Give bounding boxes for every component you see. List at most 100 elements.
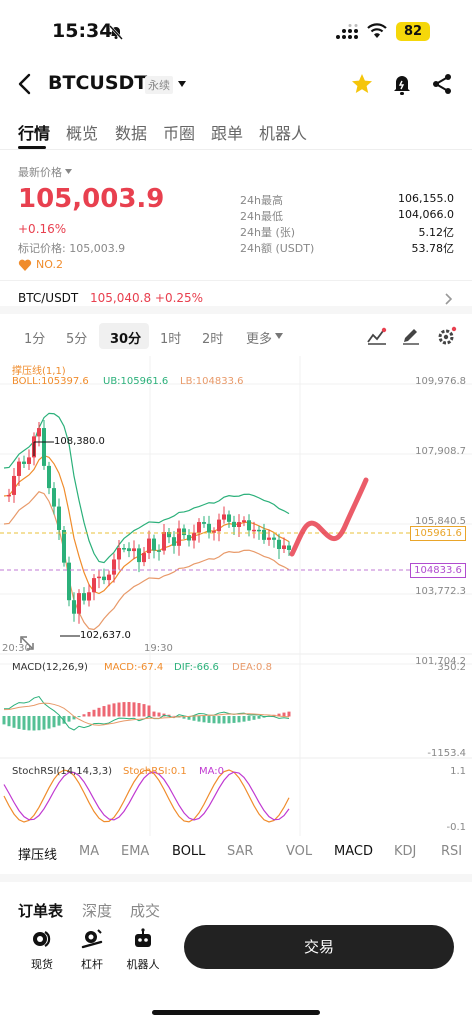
price-change-percent: +0.16% — [18, 222, 67, 236]
tab-overview[interactable]: 概览 — [66, 124, 99, 143]
candle-body — [47, 465, 51, 489]
status-bar: 15:34 82 — [0, 0, 472, 64]
stat-label-high: 24h最高 — [240, 194, 283, 207]
macd-histogram-bar — [282, 712, 286, 717]
star-icon[interactable] — [350, 72, 374, 96]
macd-histogram-bar — [257, 716, 261, 719]
expand-chart-icon[interactable] — [18, 634, 36, 652]
pair-title[interactable]: BTCUSDT — [48, 72, 148, 94]
indicator-rsi[interactable]: RSI — [441, 844, 463, 859]
candle-body — [172, 537, 176, 546]
bottom-spot-button[interactable]: 现货 — [22, 928, 62, 972]
stat-label-low: 24h最低 — [240, 210, 283, 223]
candle-body — [117, 548, 121, 560]
macd-histogram-bar — [67, 716, 71, 722]
candle-body — [227, 514, 231, 522]
dea-value: DEA:0.8 — [232, 662, 272, 673]
draw-pencil-icon[interactable] — [401, 327, 421, 345]
tab-copy-trade[interactable]: 跟单 — [211, 124, 244, 143]
x-tick-2: 19:30 — [144, 643, 173, 654]
tab-bots[interactable]: 机器人 — [259, 124, 308, 143]
interval-more[interactable]: 更多 — [246, 332, 273, 347]
price-summary: 最新价格 105,003.9 +0.16% 标记价格: 105,003.9 NO… — [0, 160, 472, 280]
macd-histogram-bar — [252, 716, 256, 720]
candlestick-chart[interactable] — [0, 356, 472, 836]
price-alert-icon[interactable] — [391, 72, 413, 96]
macd-histogram-bar — [217, 716, 221, 724]
caret-down-icon[interactable] — [65, 169, 72, 174]
interval-1m[interactable]: 1分 — [24, 332, 46, 347]
candle-body — [177, 528, 181, 546]
macd-histogram-bar — [172, 715, 176, 717]
indicator-macd[interactable]: MACD — [334, 844, 373, 859]
macd-histogram-bar — [112, 703, 116, 717]
stat-value-low: 104,066.0 — [398, 208, 454, 221]
macd-histogram-bar — [202, 716, 206, 723]
indicator-boll[interactable]: BOLL — [172, 844, 206, 859]
stat-value-volume: 5.12亿 — [418, 226, 455, 239]
candle-body — [62, 530, 66, 563]
tab-trades[interactable]: 成交 — [130, 902, 161, 920]
bottom-bot-button[interactable]: 机器人 — [123, 928, 163, 972]
indicator-ema[interactable]: EMA — [121, 844, 150, 859]
candle-body — [127, 548, 131, 552]
candle-body — [232, 521, 236, 527]
macd-histogram-bar — [22, 716, 26, 730]
last-price-label[interactable]: 最新价格 — [18, 166, 62, 179]
interval-selector: 1分 5分 30分 1时 2时 更多 — [0, 320, 472, 352]
macd-histogram-bar — [7, 716, 11, 727]
chevron-right-icon — [445, 293, 452, 305]
trade-button[interactable]: 交易 — [184, 925, 454, 969]
indicator-icon[interactable] — [367, 327, 387, 345]
interval-5m[interactable]: 5分 — [66, 332, 88, 347]
indicator-sar[interactable]: SAR — [227, 844, 254, 859]
interval-30m[interactable]: 30分 — [110, 332, 142, 347]
active-interval-background — [99, 323, 149, 349]
tab-data[interactable]: 数据 — [115, 124, 148, 143]
macd-histogram-bar — [47, 716, 51, 729]
upper-price-tag: 105961.6 — [410, 526, 466, 541]
macd-histogram-bar — [122, 702, 126, 717]
rank-badge[interactable]: NO.2 — [36, 258, 63, 271]
stochrsi-y-bottom: -0.1 — [446, 822, 466, 833]
interval-2h[interactable]: 2时 — [202, 332, 224, 347]
contract-type-tag: 永续 — [145, 76, 173, 94]
stat-label-turnover: 24h额 (USDT) — [240, 242, 315, 255]
tab-depth[interactable]: 深度 — [82, 902, 113, 920]
orderbook-tabs: 订单表 深度 成交 — [0, 896, 472, 922]
macd-histogram-bar — [2, 716, 6, 725]
macd-histogram-bar — [107, 704, 111, 717]
macd-histogram-bar — [17, 716, 21, 729]
macd-histogram-bar — [32, 716, 36, 731]
spot-reference-row[interactable]: BTC/USDT 105,040.8 +0.25% — [0, 280, 472, 314]
chart-settings-gear-icon[interactable] — [437, 326, 457, 346]
indicator-kdj[interactable]: KDJ — [394, 844, 417, 859]
candle-body — [187, 535, 191, 541]
bottom-margin-button[interactable]: 杠杆 — [72, 928, 112, 972]
interval-1h[interactable]: 1时 — [160, 332, 182, 347]
mark-price: 标记价格: 105,003.9 — [18, 242, 126, 255]
candle-body — [52, 488, 56, 507]
y-tick-4: 103,772.3 — [415, 586, 466, 597]
candle-body — [22, 461, 26, 464]
caret-down-icon[interactable] — [177, 79, 187, 89]
caret-down-icon[interactable] — [275, 333, 283, 339]
indicator-vol[interactable]: VOL — [286, 844, 313, 859]
stochrsi-value: StochRSI:0.1 — [123, 766, 187, 777]
tab-community[interactable]: 币圈 — [163, 124, 196, 143]
macd-histogram-bar — [127, 702, 131, 717]
candle-body — [162, 532, 166, 551]
tab-orderbook[interactable]: 订单表 — [18, 902, 64, 920]
indicator-ma[interactable]: MA — [79, 844, 100, 859]
indicator-support-resistance[interactable]: 撑压线 — [18, 848, 58, 863]
share-icon[interactable] — [431, 73, 453, 95]
macd-histogram-bar — [27, 716, 31, 731]
bottom-spot-label: 现货 — [31, 958, 53, 971]
price-chart-area[interactable]: 撑压线(1,1) BOLL:105397.6 UB:105961.6 LB:10… — [0, 356, 472, 836]
candle-body — [132, 548, 136, 552]
candle-body — [122, 548, 126, 550]
macd-histogram-bar — [207, 716, 211, 723]
back-arrow-icon[interactable] — [14, 72, 36, 96]
macd-histogram-bar — [42, 716, 46, 730]
tab-market[interactable]: 行情 — [18, 124, 51, 143]
